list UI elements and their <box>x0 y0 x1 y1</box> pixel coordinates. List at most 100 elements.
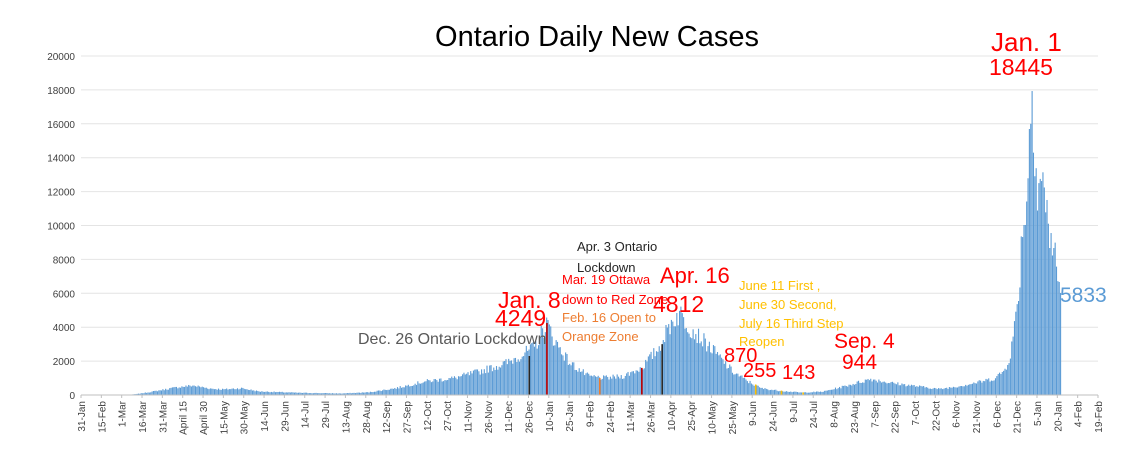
bar <box>904 384 906 395</box>
bar <box>702 346 704 395</box>
bar <box>965 384 967 395</box>
bar <box>247 389 249 395</box>
bar <box>593 375 595 395</box>
bar <box>597 375 599 395</box>
bar <box>476 369 479 395</box>
bar <box>190 386 192 395</box>
bar <box>619 378 621 395</box>
bar <box>742 377 744 395</box>
bar <box>284 392 286 395</box>
bar <box>586 372 588 395</box>
bar <box>630 372 632 395</box>
bar <box>407 384 409 395</box>
bar <box>222 388 224 395</box>
bar <box>406 385 408 395</box>
bar <box>269 392 271 395</box>
bar <box>259 391 262 395</box>
x-tick-label: 26-Nov <box>484 401 495 433</box>
x-tick-label: 9-Jun <box>748 401 759 426</box>
bar <box>562 355 564 395</box>
bar <box>883 381 885 395</box>
bar <box>821 391 823 395</box>
bar <box>688 333 690 395</box>
bar <box>851 385 853 395</box>
bar <box>841 385 843 395</box>
bar <box>270 391 272 395</box>
bar <box>588 373 590 395</box>
bar <box>333 393 335 395</box>
bar <box>664 342 666 395</box>
bar <box>1060 292 1062 395</box>
bar <box>718 355 720 395</box>
bar <box>448 377 450 395</box>
bar <box>151 391 153 395</box>
bar <box>761 387 763 395</box>
x-tick-label: 22-Oct <box>931 401 942 431</box>
apr16-date-label: Apr. 16 <box>660 263 730 288</box>
bar <box>498 366 500 395</box>
event-marker-bar <box>780 390 783 395</box>
bar <box>542 328 544 395</box>
bar <box>325 392 327 395</box>
bar <box>670 319 672 395</box>
bar <box>174 386 176 395</box>
bar <box>647 356 649 395</box>
bar <box>540 325 542 395</box>
bar <box>243 388 245 395</box>
bar <box>293 392 295 395</box>
bar <box>396 387 399 395</box>
bar <box>302 392 304 395</box>
x-tick-label: 5-Jan <box>1033 401 1044 426</box>
bar <box>436 380 438 395</box>
bar <box>773 389 776 395</box>
bar <box>729 364 731 395</box>
bar <box>242 387 244 395</box>
bar <box>790 391 792 395</box>
bar <box>261 391 263 395</box>
bar <box>455 377 457 395</box>
bar <box>706 351 708 395</box>
bar <box>299 392 301 395</box>
bar <box>697 328 700 395</box>
bar <box>535 341 537 395</box>
bar <box>798 392 800 395</box>
bar <box>493 367 495 395</box>
bar <box>843 385 845 395</box>
bar <box>533 346 536 395</box>
x-tick-label: 6-Nov <box>952 401 963 428</box>
bar <box>666 327 668 395</box>
bar <box>350 393 352 395</box>
bar <box>207 388 209 395</box>
event-marker-bar <box>661 344 663 395</box>
bar <box>537 345 540 395</box>
bar <box>929 388 931 395</box>
bar <box>464 374 466 395</box>
bar <box>532 342 534 395</box>
bar <box>668 324 670 395</box>
bar <box>752 384 754 395</box>
bar <box>430 382 432 395</box>
bar <box>205 387 207 395</box>
bar <box>327 393 329 395</box>
bar <box>917 386 919 395</box>
bar <box>410 386 412 395</box>
bar <box>853 384 856 395</box>
bar <box>395 388 397 395</box>
bar <box>329 393 331 395</box>
bar <box>249 390 251 395</box>
bar <box>551 336 553 395</box>
bar <box>891 381 893 395</box>
bar <box>1031 91 1033 395</box>
bar <box>517 359 519 395</box>
bar <box>401 387 403 395</box>
bar <box>179 387 182 395</box>
bar <box>466 373 468 395</box>
bar <box>885 382 887 395</box>
bar <box>369 391 371 395</box>
bar <box>863 382 865 395</box>
bar <box>788 391 790 395</box>
bar <box>750 383 752 395</box>
bar <box>281 391 283 395</box>
bar <box>895 384 898 395</box>
